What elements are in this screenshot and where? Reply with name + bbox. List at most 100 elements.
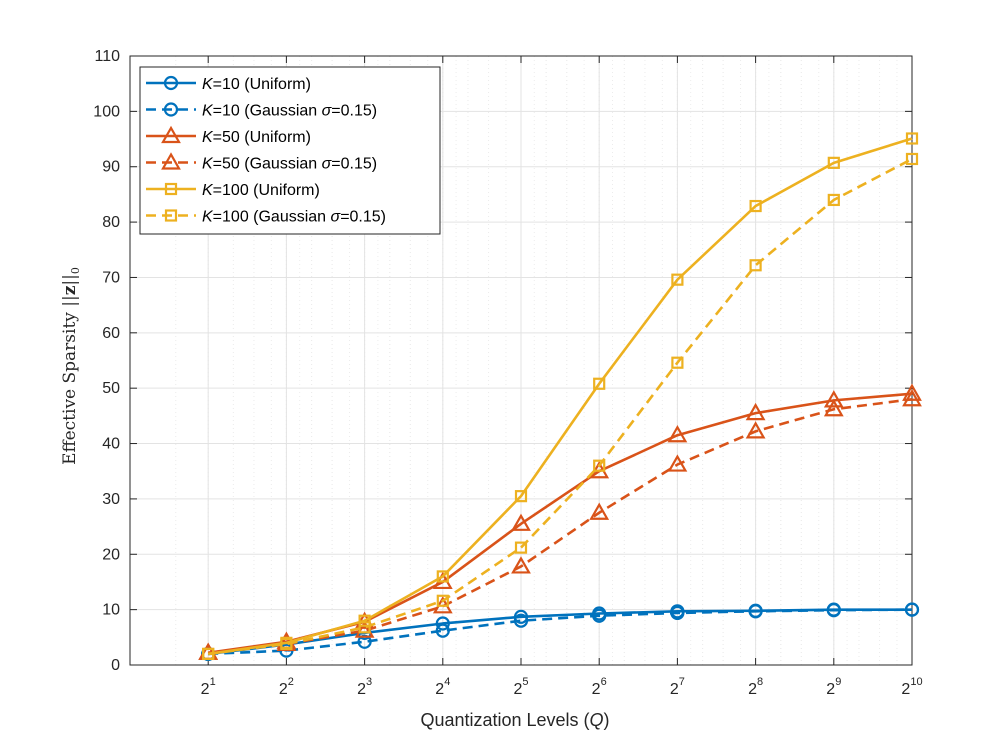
data-point	[823, 390, 844, 408]
legend-item: K=100 (Uniform)	[146, 182, 320, 199]
x-tick-base: 2	[201, 681, 210, 698]
legend-label-sigma: σ	[322, 156, 333, 173]
x-axis-title-var: Q	[590, 710, 604, 730]
data-point	[593, 459, 606, 472]
y-tick-label: 30	[102, 491, 120, 508]
y-tick-label: 40	[102, 436, 120, 453]
y-tick-label: 60	[102, 325, 120, 342]
x-tick-exponent: 2	[288, 676, 294, 688]
legend-marker	[164, 209, 178, 222]
legend-item: K=50 (Uniform)	[146, 125, 311, 146]
legend-label-tail: =0.15)	[340, 209, 386, 226]
x-tick-base: 2	[670, 681, 679, 698]
legend: K=10 (Uniform)K=10 (Gaussian σ=0.15)K=50…	[139, 66, 441, 235]
data-point	[589, 502, 610, 520]
y-tick-label: 110	[94, 48, 120, 65]
legend-label-sigma: σ	[331, 209, 342, 226]
legend-label: K=10 (Gaussian σ=0.15)	[202, 103, 377, 120]
x-tick-label: 23	[357, 676, 372, 698]
x-tick-exponent: 8	[757, 676, 763, 688]
legend-item: K=50 (Gaussian σ=0.15)	[146, 152, 377, 173]
data-point	[905, 152, 919, 166]
series-line	[208, 397, 913, 655]
x-tick-label: 27	[670, 676, 685, 698]
y-tick-label: 70	[102, 269, 120, 286]
data-point	[592, 608, 607, 623]
data-point	[593, 377, 606, 390]
y-axis-title-main: Effective Sparsity	[60, 307, 80, 465]
x-tick-base: 2	[901, 681, 910, 698]
x-tick-label: 28	[748, 676, 763, 698]
x-axis-title: Quantization Levels (Q)	[420, 710, 609, 730]
legend-item: K=10 (Gaussian σ=0.15)	[146, 102, 377, 120]
series-5	[202, 132, 919, 661]
x-tick-label: 21	[201, 676, 216, 698]
legend-label: K=50 (Uniform)	[202, 129, 311, 146]
x-tick-exponent: 7	[679, 676, 685, 688]
x-tick-base: 2	[279, 681, 288, 698]
series-line	[208, 608, 912, 656]
x-tick-exponent: 4	[444, 676, 450, 688]
x-tick-label: 24	[435, 676, 450, 698]
series-group	[198, 132, 922, 662]
legend-label-var: K	[202, 156, 214, 173]
data-point	[749, 199, 762, 213]
data-point	[280, 637, 293, 651]
legend-marker	[163, 75, 179, 91]
x-tick-exponent: 5	[522, 676, 528, 688]
y-axis-title-sub: 0	[69, 267, 82, 274]
legend-label-text: =10 (Uniform)	[213, 76, 311, 93]
x-tick-base: 2	[435, 681, 444, 698]
data-point	[514, 541, 528, 554]
data-point	[513, 609, 529, 624]
legend-label-text: =100 (Gaussian	[213, 209, 331, 226]
x-tick-base: 2	[748, 681, 757, 698]
legend-label: K=100 (Gaussian σ=0.15)	[202, 209, 386, 226]
data-point	[511, 556, 531, 574]
y-tick-label: 80	[102, 214, 120, 231]
data-point	[905, 132, 919, 145]
data-point	[436, 594, 449, 607]
y-axis-title: Effective Sparsity ||z||0	[60, 267, 82, 465]
y-tick-label: 0	[111, 657, 120, 674]
y-axis-title-norm-close: ||	[60, 274, 80, 285]
legend-label: K=50 (Gaussian σ=0.15)	[202, 156, 377, 173]
legend-label-var: K	[202, 209, 214, 226]
legend-marker	[164, 182, 178, 196]
x-tick-label: 210	[901, 676, 922, 698]
series-6	[202, 152, 919, 661]
data-point	[745, 402, 766, 421]
legend-item: K=100 (Gaussian σ=0.15)	[146, 209, 386, 226]
data-point	[511, 513, 531, 531]
x-tick-label: 22	[279, 676, 294, 698]
data-point	[827, 156, 840, 169]
data-point	[202, 647, 215, 661]
legend-label-var: K	[202, 76, 214, 93]
x-tick-label: 25	[513, 676, 528, 698]
data-point	[904, 602, 920, 617]
data-point	[749, 259, 762, 272]
legend-label: K=10 (Uniform)	[202, 76, 311, 93]
x-tick-base: 2	[592, 681, 601, 698]
x-tick-base: 2	[826, 681, 835, 698]
data-point	[745, 421, 766, 439]
y-tick-label: 100	[93, 103, 120, 120]
x-tick-label: 26	[592, 676, 607, 698]
data-point	[748, 604, 763, 619]
data-point	[670, 605, 685, 621]
data-point	[902, 389, 922, 407]
data-point	[358, 621, 371, 634]
y-axis-title-norm: ||	[60, 295, 80, 306]
legend-label-tail: =0.15)	[331, 103, 377, 120]
series-line	[208, 157, 913, 656]
x-axis-title-main: Quantization Levels (	[420, 710, 589, 730]
y-tick-label: 90	[102, 159, 120, 176]
legend-item: K=10 (Uniform)	[146, 75, 311, 93]
data-point	[827, 193, 840, 207]
x-tick-base: 2	[513, 681, 522, 698]
legend-label-var: K	[202, 182, 214, 199]
x-tick-exponent: 10	[910, 676, 922, 688]
data-point	[435, 623, 450, 638]
data-point	[826, 603, 841, 618]
